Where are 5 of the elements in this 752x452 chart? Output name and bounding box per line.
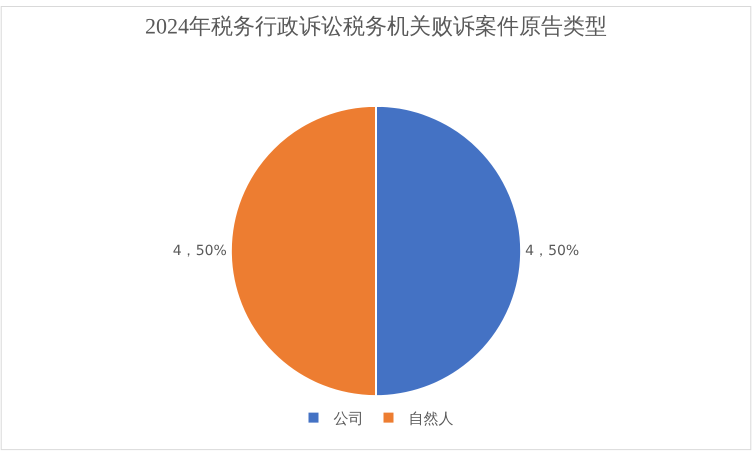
chart-title: 2024年税务行政诉讼税务机关败诉案件原告类型 [145, 13, 607, 38]
legend-label: 公司 [334, 409, 364, 428]
data-label: 4，50% [525, 243, 580, 259]
legend-label: 自然人 [408, 409, 454, 428]
data-label: 4，50% [172, 243, 227, 259]
